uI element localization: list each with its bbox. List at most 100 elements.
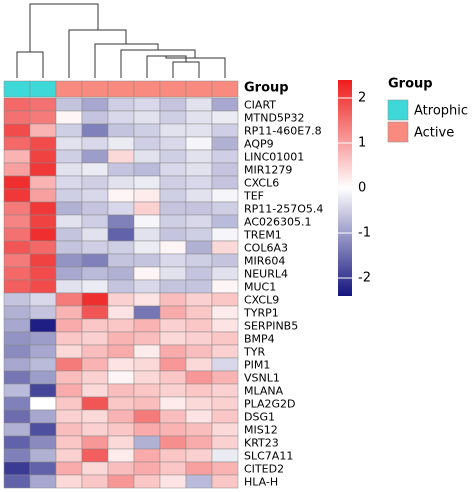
heatmap-cell xyxy=(55,201,83,216)
heatmap-cell xyxy=(107,422,135,437)
heatmap-cell xyxy=(81,305,109,320)
colorbar-tick-label: 1 xyxy=(358,136,366,151)
heatmap-cell xyxy=(133,357,161,372)
row-label: DSG1 xyxy=(244,411,275,424)
heatmap-cell xyxy=(55,344,83,359)
row-label: SERPINB5 xyxy=(244,320,298,333)
heatmap-cell xyxy=(107,123,135,138)
heatmap-cell xyxy=(29,474,57,489)
heatmap-cell xyxy=(133,383,161,398)
heatmap-cell xyxy=(81,474,109,489)
heatmap-cell xyxy=(81,370,109,385)
row-label: CXCL6 xyxy=(244,177,279,190)
colorbar-tick-label: -1 xyxy=(358,226,371,241)
row-label: PLA2G2D xyxy=(244,398,296,411)
heatmap-cell xyxy=(159,97,187,112)
heatmap-cell xyxy=(81,396,109,411)
annotation-cell xyxy=(133,80,161,98)
heatmap-cell xyxy=(29,383,57,398)
heatmap-cell xyxy=(133,240,161,255)
row-label: HLA-H xyxy=(244,476,278,489)
heatmap-cell xyxy=(133,201,161,216)
heatmap-cell xyxy=(159,123,187,138)
heatmap-cell xyxy=(3,409,31,424)
heatmap-cell xyxy=(81,149,109,164)
heatmap-cell xyxy=(107,292,135,307)
heatmap-cell xyxy=(159,175,187,190)
heatmap-cell xyxy=(211,370,239,385)
heatmap-cell xyxy=(107,396,135,411)
heatmap-cell xyxy=(55,461,83,476)
heatmap-cell xyxy=(55,318,83,333)
heatmap-cell xyxy=(29,461,57,476)
heatmap-cell xyxy=(133,318,161,333)
heatmap-cell xyxy=(81,383,109,398)
heatmap-cell xyxy=(81,318,109,333)
heatmap-cell xyxy=(211,97,239,112)
heatmap-cell xyxy=(3,188,31,203)
heatmap-cell xyxy=(185,422,213,437)
heatmap-cell xyxy=(107,136,135,151)
row-label: TEF xyxy=(243,190,264,203)
annotation-cell xyxy=(29,80,57,98)
heatmap-cell xyxy=(185,396,213,411)
heatmap-cell xyxy=(159,383,187,398)
heatmap-cell xyxy=(29,123,57,138)
heatmap-cell xyxy=(81,279,109,294)
heatmap-cell xyxy=(3,305,31,320)
heatmap-cell xyxy=(211,162,239,177)
heatmap-cell xyxy=(185,435,213,450)
heatmap-cell xyxy=(107,266,135,281)
heatmap-cell xyxy=(211,292,239,307)
heatmap-cell xyxy=(29,318,57,333)
legend-swatch xyxy=(387,121,409,143)
heatmap-cell xyxy=(55,149,83,164)
heatmap-cell xyxy=(29,279,57,294)
heatmap-cell xyxy=(29,201,57,216)
heatmap-cell xyxy=(3,201,31,216)
heatmap-cell xyxy=(185,149,213,164)
heatmap-cell xyxy=(159,136,187,151)
heatmap-cell xyxy=(211,149,239,164)
heatmap-cell xyxy=(211,422,239,437)
heatmap-cell xyxy=(29,292,57,307)
heatmap-cell xyxy=(133,370,161,385)
heatmap-cell xyxy=(185,331,213,346)
heatmap-cell xyxy=(3,97,31,112)
heatmap-cell xyxy=(81,136,109,151)
heatmap-cell xyxy=(3,214,31,229)
heatmap-cell xyxy=(185,162,213,177)
colorbar-tick-label: 0 xyxy=(358,181,366,196)
heatmap-cell xyxy=(3,474,31,489)
heatmap-cell xyxy=(159,331,187,346)
heatmap-cell xyxy=(81,214,109,229)
row-label: BMP4 xyxy=(244,333,275,346)
heatmap-cell xyxy=(55,448,83,463)
heatmap-cell xyxy=(81,175,109,190)
heatmap-cell xyxy=(185,188,213,203)
heatmap-cell xyxy=(133,279,161,294)
heatmap-cell xyxy=(159,214,187,229)
heatmap-cell xyxy=(29,227,57,242)
heatmap-cell xyxy=(159,149,187,164)
heatmap-cell xyxy=(107,448,135,463)
heatmap-cell xyxy=(81,97,109,112)
row-label: CITED2 xyxy=(244,463,284,476)
heatmap-cell xyxy=(29,240,57,255)
annotation-cell xyxy=(107,80,135,98)
heatmap-cell xyxy=(159,266,187,281)
heatmap-cell xyxy=(55,110,83,125)
heatmap-cell xyxy=(107,383,135,398)
heatmap-cell xyxy=(211,357,239,372)
heatmap-cell xyxy=(81,409,109,424)
row-label: KRT23 xyxy=(244,437,279,450)
heatmap-cell xyxy=(55,97,83,112)
heatmap-cell xyxy=(55,396,83,411)
heatmap-cell xyxy=(185,253,213,268)
heatmap-cell xyxy=(29,253,57,268)
heatmap-cell xyxy=(159,253,187,268)
heatmap-cell xyxy=(29,448,57,463)
heatmap-cell xyxy=(159,461,187,476)
heatmap-cell xyxy=(133,266,161,281)
heatmap-cell xyxy=(107,305,135,320)
